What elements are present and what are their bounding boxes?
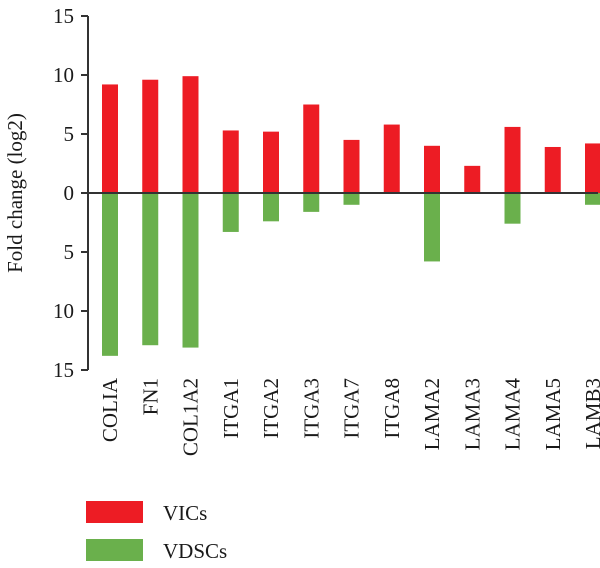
bar-vics-fn1: [142, 79, 159, 193]
bar-vdscs-colia: [102, 193, 118, 356]
x-tick-label-col1a2: COL1A2: [179, 378, 203, 456]
x-tick-label-itga2: ITGA2: [259, 378, 283, 439]
bar-vdscs-lamb3: [585, 193, 600, 205]
bar-vics-itga8: [383, 124, 400, 193]
bar-vics-lamb3: [585, 143, 600, 193]
bar-vics-itga2: [263, 131, 279, 193]
legend-swatch-vdscs: [86, 539, 143, 561]
x-tick-label-lama4: LAMA4: [501, 378, 525, 451]
y-ticks: 15 10 5 0 5 10 15: [53, 4, 88, 382]
x-tick-label-lama3: LAMA3: [460, 378, 484, 450]
x-tick-label-lamb3: LAMB3: [581, 378, 600, 449]
bar-vdscs-fn1: [142, 193, 159, 346]
x-tick-label-itga3: ITGA3: [299, 378, 323, 439]
x-tick-label-fn1: FN1: [138, 378, 162, 415]
legend: VICs VDSCs: [86, 501, 227, 563]
bar-vics-itga3: [303, 104, 320, 193]
x-tick-label-itga8: ITGA8: [380, 378, 404, 439]
x-tick-label-lama2: LAMA2: [420, 378, 444, 450]
bar-vics-col1a2: [182, 76, 199, 193]
y-tick-label: 5: [64, 122, 75, 146]
legend-swatch-vics: [86, 501, 143, 523]
x-labels: COLIA FN1 COL1A2 ITGA1 ITGA2 ITGA3 ITGA7 ITGA8 L…: [98, 377, 600, 456]
y-tick-label: 0: [64, 181, 75, 205]
bar-vics-lama4: [504, 126, 521, 193]
bar-vdscs-itga2: [263, 193, 279, 222]
y-tick-label: 10: [53, 299, 74, 323]
y-axis-title: Fold change (log2): [3, 113, 27, 273]
bar-vdscs-itga3: [303, 193, 320, 212]
x-tick-label-itga7: ITGA7: [340, 378, 364, 439]
legend-label-vics: VICs: [163, 501, 207, 525]
legend-label-vdscs: VDSCs: [163, 539, 227, 563]
bar-vdscs-lama2: [424, 193, 440, 262]
bar-vics-itga1: [222, 130, 239, 193]
x-tick-label-lama5: LAMA5: [541, 378, 565, 450]
bar-vdscs-itga7: [343, 193, 360, 205]
bar-vics-colia: [102, 84, 118, 193]
y-tick-label: 10: [53, 63, 74, 87]
bars: [102, 76, 600, 356]
y-tick-label: 5: [64, 240, 75, 264]
x-tick-label-itga1: ITGA1: [219, 378, 243, 439]
bar-vics-itga7: [343, 139, 360, 193]
axes: [87, 16, 598, 370]
y-tick-label: 15: [53, 4, 74, 28]
bar-vics-lama3: [464, 165, 481, 193]
bar-vics-lama2: [424, 145, 440, 193]
bar-vdscs-lama4: [504, 193, 521, 224]
bar-vdscs-itga1: [222, 193, 239, 232]
x-tick-label-colia: COLIA: [98, 377, 122, 442]
y-tick-label: 15: [53, 358, 74, 382]
bar-vics-lama5: [544, 146, 561, 193]
bar-vdscs-col1a2: [182, 193, 199, 348]
